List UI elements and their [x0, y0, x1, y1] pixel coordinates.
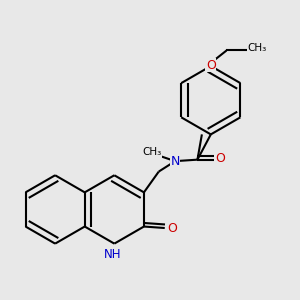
- Text: O: O: [167, 221, 177, 235]
- Text: O: O: [206, 58, 216, 72]
- Text: CH₃: CH₃: [247, 43, 266, 53]
- Text: O: O: [215, 152, 225, 165]
- Text: NH: NH: [104, 248, 122, 260]
- Text: CH₃: CH₃: [142, 147, 162, 157]
- Text: N: N: [170, 154, 180, 168]
